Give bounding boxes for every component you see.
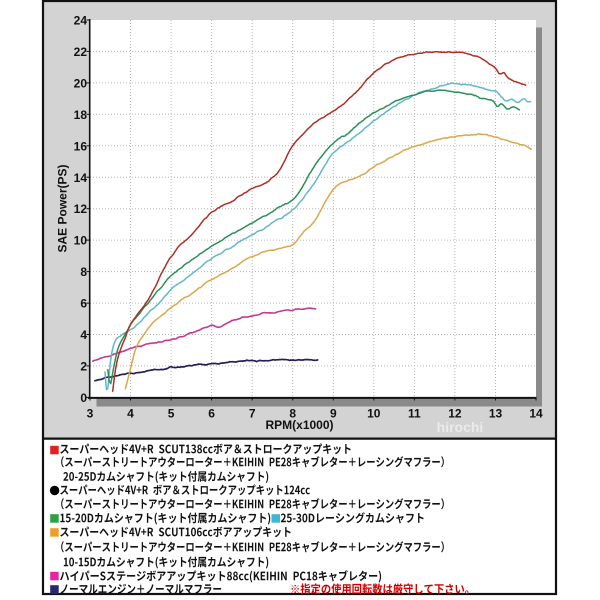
svg-text:2: 2: [80, 359, 87, 373]
svg-text:22: 22: [74, 45, 88, 59]
svg-text:3: 3: [87, 407, 94, 421]
svg-text:24: 24: [74, 14, 88, 28]
svg-text:0: 0: [80, 391, 87, 405]
svg-text:8: 8: [289, 407, 296, 421]
svg-text:9: 9: [330, 407, 337, 421]
svg-text:6: 6: [80, 297, 87, 311]
svg-text:12: 12: [448, 407, 462, 421]
svg-text:12: 12: [74, 202, 88, 216]
svg-text:RPM(x1000): RPM(x1000): [265, 418, 333, 432]
svg-text:8: 8: [80, 265, 87, 279]
svg-text:10: 10: [367, 407, 381, 421]
svg-text:7: 7: [249, 407, 256, 421]
svg-text:16: 16: [74, 139, 88, 153]
svg-text:6: 6: [208, 407, 215, 421]
svg-text:18: 18: [74, 108, 88, 122]
svg-text:11: 11: [408, 407, 421, 421]
svg-text:10: 10: [74, 234, 88, 248]
svg-text:14: 14: [74, 171, 88, 185]
svg-text:4: 4: [127, 407, 134, 421]
svg-text:20: 20: [74, 76, 88, 90]
svg-text:5: 5: [168, 407, 175, 421]
svg-text:SAE Power(PS): SAE Power(PS): [56, 164, 70, 252]
svg-text:hirochi: hirochi: [437, 419, 484, 435]
svg-text:4: 4: [80, 328, 87, 342]
svg-text:14: 14: [529, 407, 543, 421]
svg-text:13: 13: [489, 407, 503, 421]
